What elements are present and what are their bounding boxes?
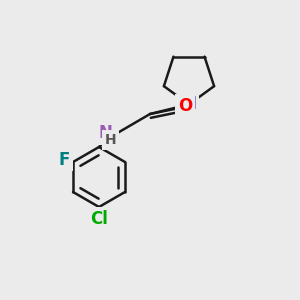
Text: F: F [58,151,70,169]
Text: N: N [98,124,112,142]
Text: Cl: Cl [90,210,108,228]
Text: N: N [182,95,196,113]
Text: H: H [105,133,116,147]
Text: O: O [178,97,192,115]
